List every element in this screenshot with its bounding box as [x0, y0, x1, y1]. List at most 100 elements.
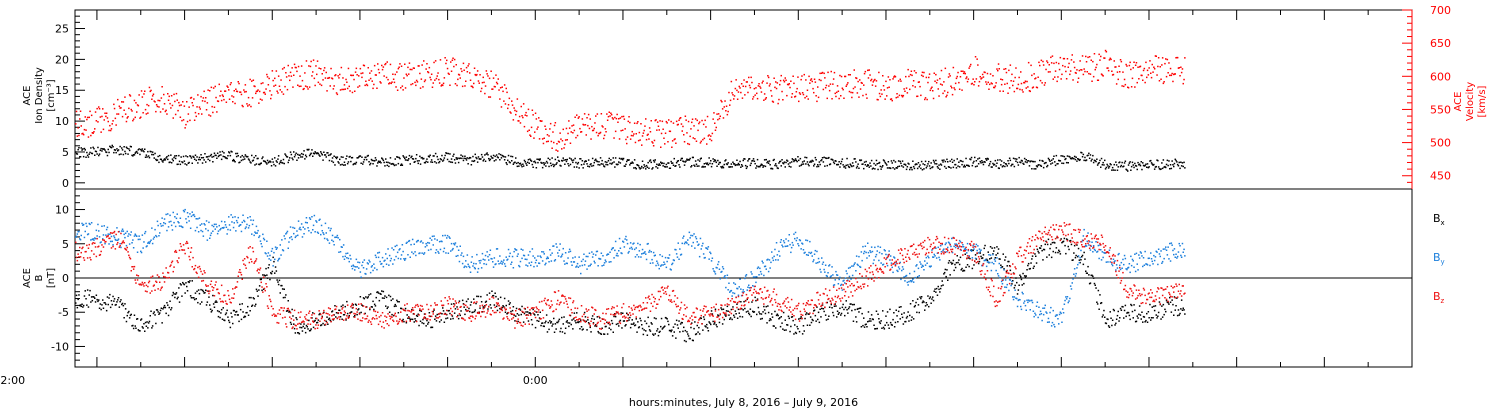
- velocity-point: [1123, 85, 1125, 88]
- velocity-point: [1085, 61, 1088, 63]
- by-point: [522, 254, 525, 257]
- density-point: [346, 155, 348, 157]
- velocity-point: [211, 105, 213, 108]
- density-point: [232, 158, 235, 161]
- density-point: [887, 161, 890, 163]
- bx-point: [480, 301, 483, 303]
- density-point: [211, 156, 213, 158]
- velocity-point: [1078, 69, 1081, 72]
- by-point: [566, 262, 568, 265]
- density-point: [846, 157, 848, 160]
- bx-point: [140, 319, 142, 321]
- velocity-point: [748, 84, 751, 87]
- bx-point: [487, 308, 489, 310]
- by-point: [312, 229, 314, 231]
- density-point: [465, 159, 468, 161]
- density-point: [494, 155, 496, 158]
- by-point: [430, 239, 433, 241]
- density-point: [257, 157, 259, 160]
- bx-point: [840, 312, 843, 315]
- density-point: [948, 166, 951, 168]
- velocity-point: [190, 96, 193, 99]
- density-point: [989, 163, 991, 165]
- bx-point: [434, 315, 437, 317]
- density-point: [440, 158, 442, 161]
- bx-point: [906, 315, 909, 318]
- velocity-point: [1013, 90, 1016, 93]
- density-point: [199, 158, 201, 161]
- density-point: [113, 151, 115, 154]
- bx-point: [1153, 305, 1155, 308]
- bx-point: [702, 329, 704, 331]
- density-point: [1171, 160, 1173, 162]
- density-point: [394, 158, 396, 160]
- bx-point: [461, 299, 464, 302]
- velocity-point: [208, 114, 210, 116]
- bx-point: [252, 297, 255, 299]
- velocity-point: [914, 86, 916, 88]
- by-point: [469, 266, 471, 269]
- by-point: [306, 222, 308, 224]
- bx-point: [109, 306, 112, 309]
- density-point: [829, 163, 832, 165]
- bx-point: [743, 300, 745, 303]
- bx-point: [132, 324, 134, 327]
- by-point: [250, 219, 252, 221]
- density-point: [790, 166, 792, 168]
- by-point: [362, 261, 364, 263]
- density-point: [392, 163, 395, 166]
- density-point: [962, 160, 964, 163]
- density-point: [220, 158, 223, 161]
- density-point: [98, 154, 100, 157]
- velocity-point: [675, 120, 678, 123]
- bx-point: [945, 275, 947, 278]
- velocity-point: [392, 73, 394, 75]
- density-point: [229, 154, 232, 157]
- bx-point: [1042, 248, 1045, 251]
- density-point: [682, 160, 684, 162]
- density-point: [980, 162, 982, 164]
- velocity-point: [202, 97, 205, 99]
- by-point: [476, 253, 478, 256]
- velocity-point: [1073, 66, 1076, 69]
- density-point: [765, 158, 767, 161]
- density-point: [421, 156, 423, 159]
- density-point: [949, 160, 951, 162]
- bx-point: [713, 323, 715, 325]
- bx-point: [521, 305, 523, 308]
- by-point: [140, 251, 143, 254]
- bx-point: [108, 297, 110, 299]
- density-point: [666, 166, 668, 168]
- velocity-point: [1025, 87, 1027, 89]
- by-point: [368, 259, 370, 262]
- density-point: [1098, 162, 1100, 164]
- bx-point: [671, 335, 674, 337]
- velocity-point: [1128, 64, 1131, 67]
- by-point: [243, 220, 246, 223]
- bx-point: [845, 300, 847, 302]
- density-point: [316, 152, 319, 154]
- density-point: [752, 159, 754, 162]
- bx-point: [773, 325, 775, 327]
- density-point: [316, 152, 318, 155]
- density-point: [1073, 155, 1076, 158]
- by-point: [165, 213, 167, 216]
- bx-point: [284, 296, 286, 299]
- bx-point: [783, 329, 786, 331]
- density-point: [743, 158, 745, 160]
- velocity-point: [924, 97, 927, 99]
- bx-point: [90, 301, 92, 303]
- density-point: [328, 159, 331, 162]
- bx-point: [1155, 314, 1157, 316]
- by-point: [94, 237, 97, 240]
- velocity-point: [798, 92, 801, 94]
- bx-point: [850, 303, 852, 305]
- by-point: [190, 215, 193, 218]
- by-point: [249, 216, 251, 218]
- density-point: [1002, 165, 1004, 167]
- bx-point: [1023, 282, 1025, 285]
- velocity-point: [1103, 57, 1105, 59]
- density-point: [573, 166, 576, 168]
- velocity-point: [1141, 74, 1143, 77]
- by-point: [138, 235, 140, 237]
